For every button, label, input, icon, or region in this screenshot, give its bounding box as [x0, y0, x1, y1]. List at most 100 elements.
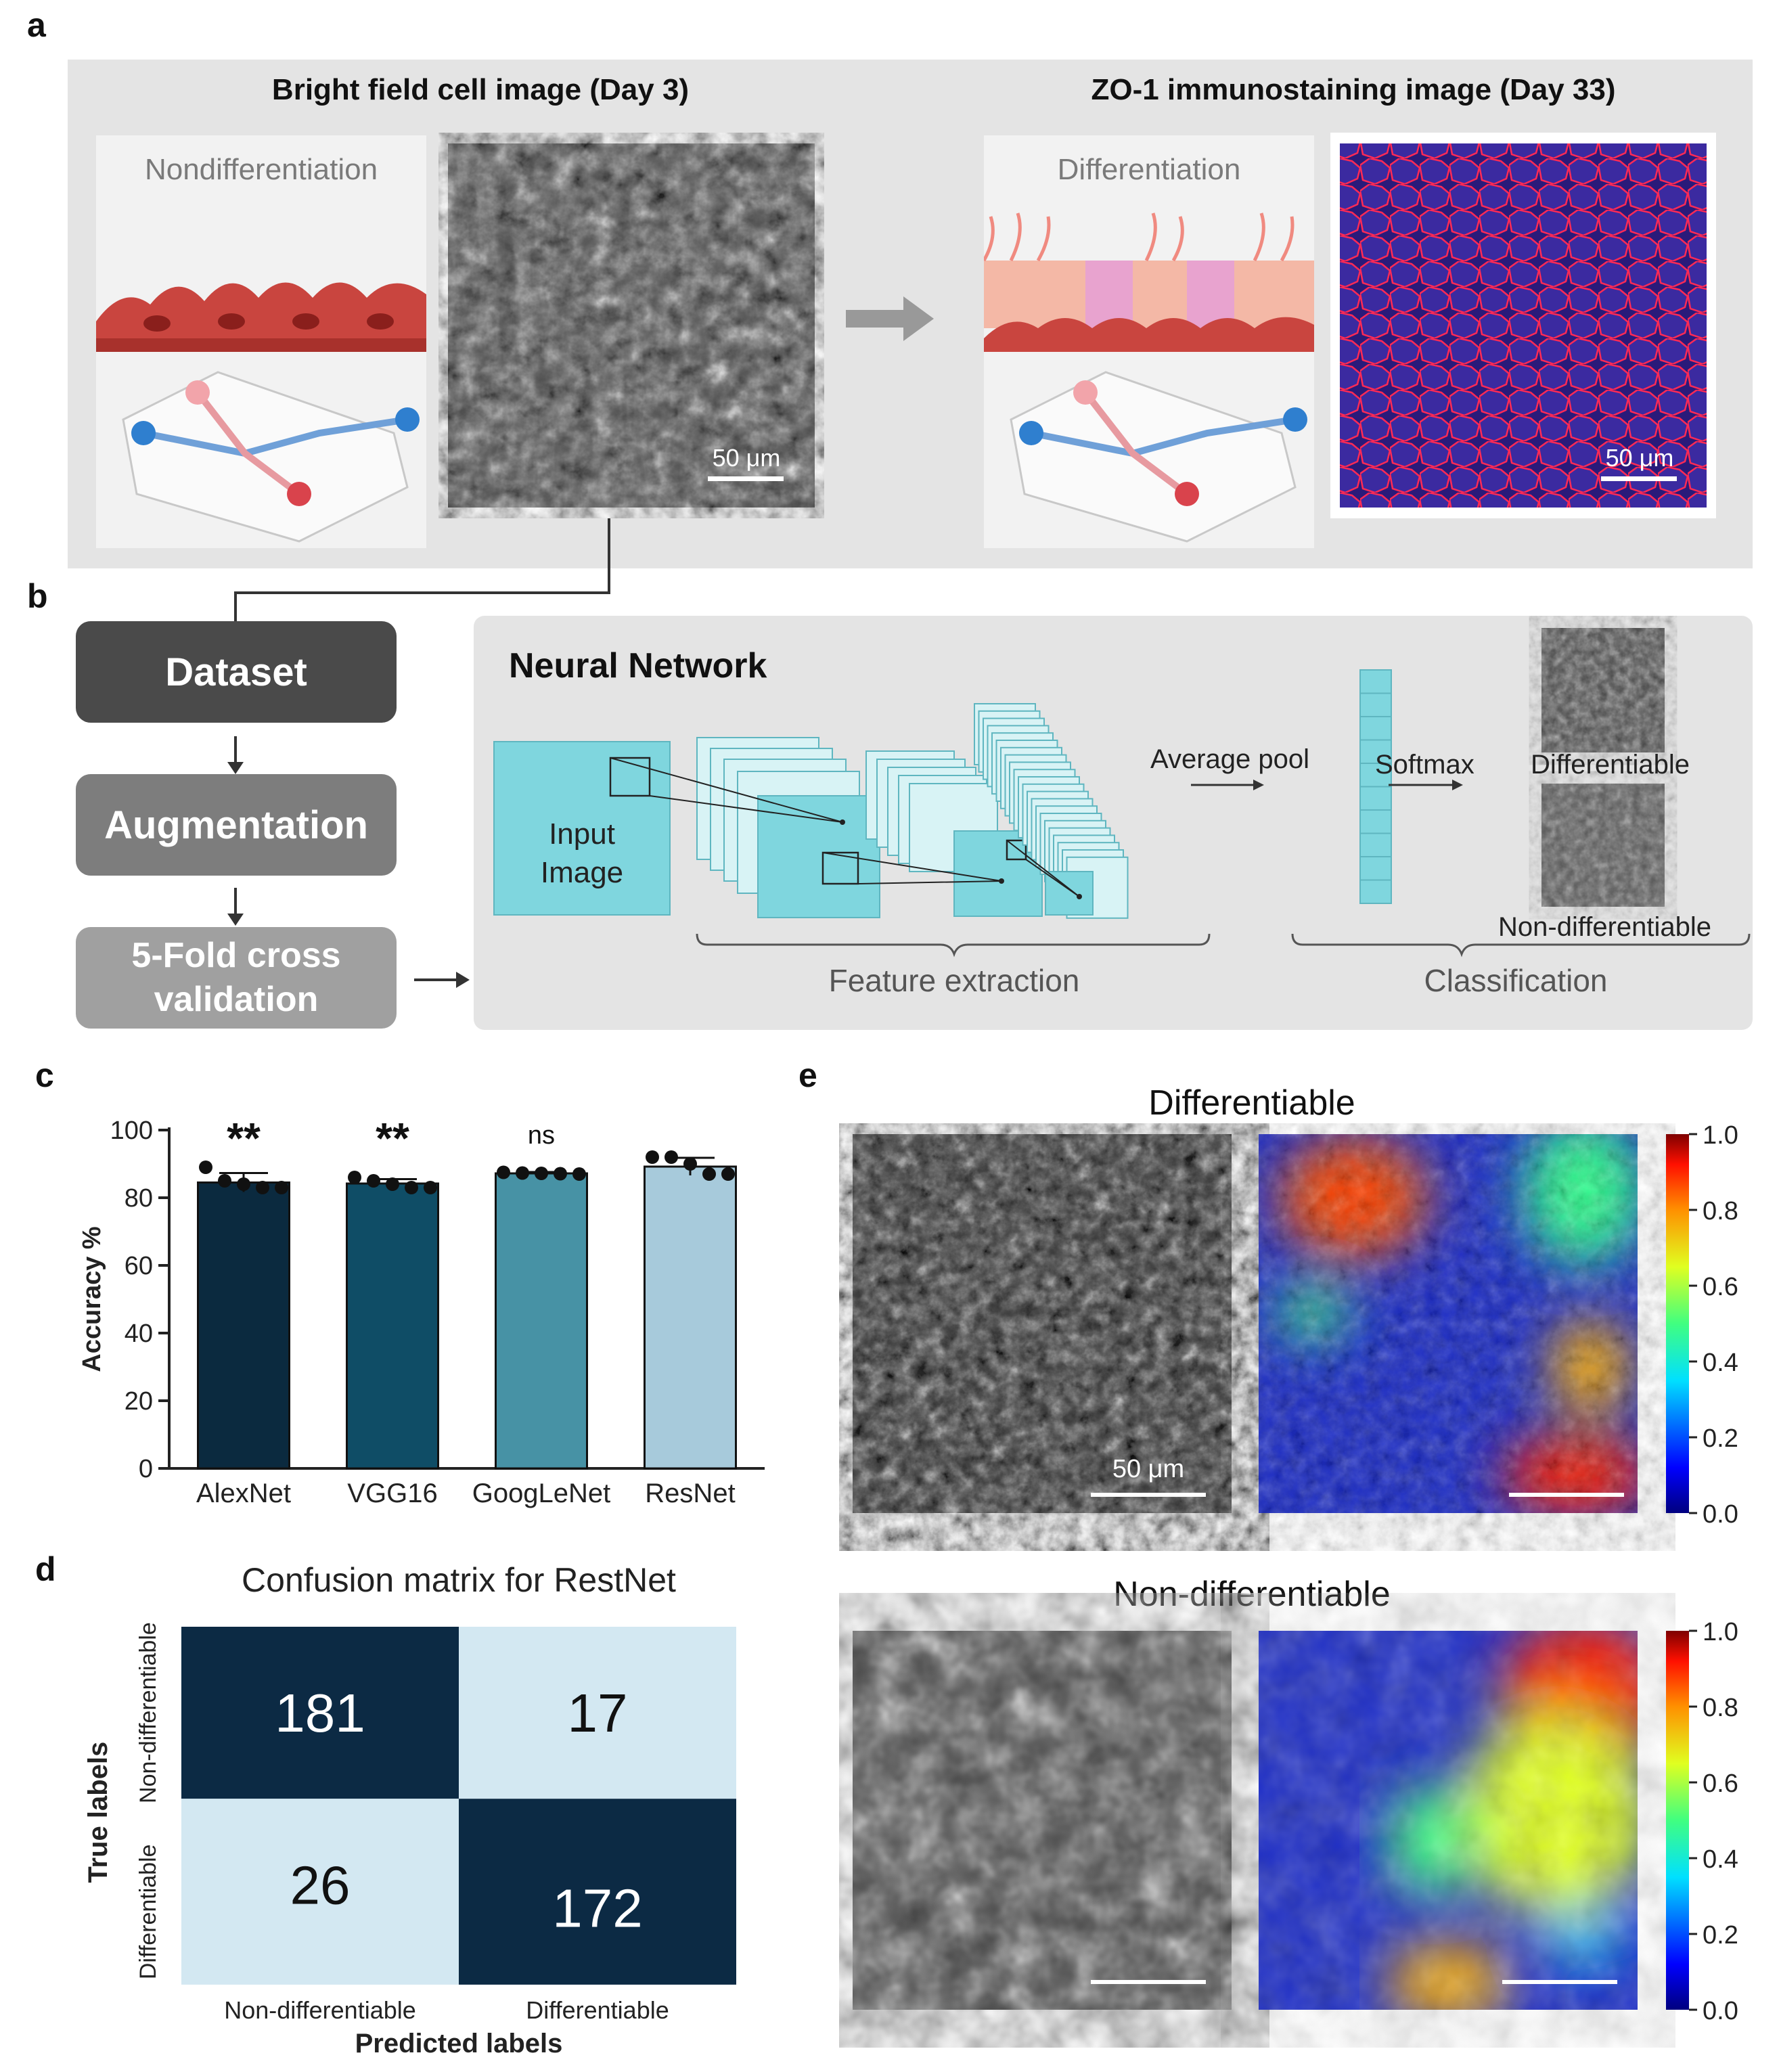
cell-0-1: [459, 1627, 736, 1799]
network-diagram: [493, 628, 1751, 958]
point-AlexNet-3: [256, 1181, 269, 1194]
point-AlexNet-4: [275, 1181, 288, 1194]
significance-VGG16: **: [376, 1114, 409, 1163]
bar-ResNet: [644, 1165, 737, 1470]
differentiation-illustration: Differentiation: [984, 135, 1314, 548]
point-ResNet-1: [665, 1150, 678, 1164]
colorbar-0-tick-label-2: 0.6: [1703, 1273, 1738, 1301]
arrow-step-2: [227, 888, 244, 926]
cell-0-0: [181, 1627, 459, 1799]
zo1-texture: [1340, 143, 1707, 508]
non-differentiable-title: Non-differentiable: [1113, 1575, 1391, 1614]
bar-AlexNet: [197, 1181, 290, 1470]
x-tick-label-ResNet: ResNet: [645, 1479, 735, 1508]
bar-VGG16: [346, 1182, 439, 1470]
colorbar-0-tick-label-5: 0.0: [1703, 1500, 1738, 1529]
colorbar-1-tick-label-1: 0.8: [1703, 1694, 1738, 1722]
x-tick-label-AlexNet: AlexNet: [196, 1479, 291, 1508]
cell-value-0-1: 17: [568, 1683, 628, 1743]
input-image-label: Input Image: [540, 817, 624, 890]
significance-GoogLeNet: ns: [528, 1121, 555, 1150]
y-tick-label-2: 40: [125, 1320, 153, 1348]
point-VGG16-0: [348, 1171, 361, 1184]
cell-value-1-1: 172: [552, 1878, 642, 1938]
point-VGG16-4: [424, 1181, 437, 1194]
point-GoogLeNet-2: [535, 1167, 548, 1180]
y-tick-label-4: 80: [125, 1184, 153, 1213]
neural-network-title: Neural Network: [509, 646, 767, 685]
cross-validation-step: 5-Fold cross validation: [76, 927, 397, 1029]
y-tick-label-0: 0: [139, 1455, 153, 1483]
point-GoogLeNet-4: [572, 1167, 586, 1181]
colorbar-0-tick-label-4: 0.2: [1703, 1424, 1738, 1453]
zo1-immunostaining-image: 50 μm: [1330, 133, 1716, 518]
point-ResNet-4: [721, 1167, 735, 1181]
augmentation-step: Augmentation: [76, 774, 397, 876]
panel-c-label: c: [35, 1056, 54, 1094]
bar-GoogLeNet: [495, 1172, 588, 1470]
point-VGG16-2: [386, 1177, 399, 1191]
colorbar-1-tick-label-3: 0.4: [1703, 1845, 1738, 1874]
cell-value-1-0: 26: [290, 1855, 351, 1915]
nondifferentiation-illustration: Nondifferentiation: [96, 135, 426, 548]
differentiable-title: Differentiable: [1148, 1083, 1355, 1123]
differentiation-label: Differentiation: [1057, 153, 1241, 186]
y-class-label-1: Differentiable: [135, 1844, 161, 1979]
colorbar-0-tick-label-0: 1.0: [1703, 1123, 1738, 1150]
bright-field-title: Bright field cell image (Day 3): [271, 73, 690, 106]
y-axis-label: Accuracy %: [78, 1226, 106, 1372]
point-GoogLeNet-0: [497, 1165, 510, 1179]
output-non-differentiable-label: Non-differentiable: [1498, 912, 1712, 942]
colorbar-0-tick-label-3: 0.4: [1703, 1349, 1738, 1377]
x-axis-label: Predicted labels: [355, 2029, 563, 2058]
panel-a-label: a: [27, 6, 46, 44]
nondiff-cells-and-chip: [96, 282, 426, 543]
progression-arrow: [846, 296, 934, 341]
point-ResNet-2: [683, 1157, 697, 1171]
nondifferentiation-label: Nondifferentiation: [144, 153, 378, 186]
confusion-matrix-title: Confusion matrix for RestNet: [242, 1561, 676, 1599]
gradcam-panel: 1.0 0.8 0.6 0.4 0.2 0.0 1.0 0.8 0.6 0.4 0.2 0.0: [853, 1123, 1738, 2025]
y-tick-label-1: 20: [125, 1387, 153, 1416]
significance-AlexNet: **: [227, 1114, 261, 1163]
cell-value-0-0: 181: [275, 1683, 365, 1743]
panel-e-label: e: [798, 1056, 817, 1094]
bright-field-texture: [448, 143, 815, 508]
y-tick-label-5: 100: [110, 1117, 153, 1145]
colorbar-0-tick-label-1: 0.8: [1703, 1197, 1738, 1225]
panel-b-label: b: [27, 577, 48, 615]
x-class-label-0: Non-differentiable: [224, 1996, 416, 2024]
point-VGG16-1: [367, 1174, 380, 1188]
cell-1-1: [459, 1799, 736, 1985]
x-class-label-1: Differentiable: [526, 1996, 669, 2024]
colorbar-1-tick-label-0: 1.0: [1703, 1618, 1738, 1646]
point-GoogLeNet-3: [554, 1167, 567, 1181]
y-tick-label-3: 60: [125, 1252, 153, 1280]
y-axis-label: True labels: [83, 1742, 113, 1883]
cell-1-0: [181, 1799, 459, 1985]
output-differentiable-label: Differentiable: [1531, 750, 1690, 780]
zo1-scale-label: 50 μm: [1605, 444, 1674, 472]
colorbar-1-tick-label-2: 0.6: [1703, 1770, 1738, 1798]
confusion-matrix: Confusion matrix for RestNet 181 17 26 172 No…: [83, 1561, 736, 2058]
zo1-title: ZO-1 immunostaining image (Day 33): [1091, 73, 1616, 106]
point-AlexNet-0: [199, 1161, 212, 1174]
colorbar-1-tick-label-4: 0.2: [1703, 1921, 1738, 1950]
bright-field-scale-label: 50 μm: [712, 444, 781, 472]
classification-label: Classification: [1424, 963, 1608, 998]
feature-extraction-label: Feature extraction: [828, 963, 1080, 998]
diff-cells-and-chip: [984, 212, 1314, 543]
point-ResNet-0: [646, 1150, 659, 1164]
connector-line: [234, 518, 610, 624]
point-AlexNet-2: [237, 1177, 250, 1191]
y-class-label-0: Non-differentiable: [135, 1622, 161, 1803]
accuracy-bar-chart: 0 20 40 60 80 100 Accuracy % AlexNet ** VGG16 ** Go…: [78, 1114, 765, 1508]
x-tick-label-GoogLeNet: GoogLeNet: [472, 1479, 611, 1508]
point-ResNet-3: [702, 1167, 716, 1181]
gradcam-scale-label: 50 μm: [1112, 1455, 1185, 1483]
arrow-step-1: [227, 736, 244, 774]
neural-network-panel: [474, 616, 1753, 1030]
panel-d-label: d: [35, 1550, 56, 1588]
x-tick-label-VGG16: VGG16: [347, 1479, 437, 1508]
point-VGG16-3: [405, 1181, 418, 1194]
